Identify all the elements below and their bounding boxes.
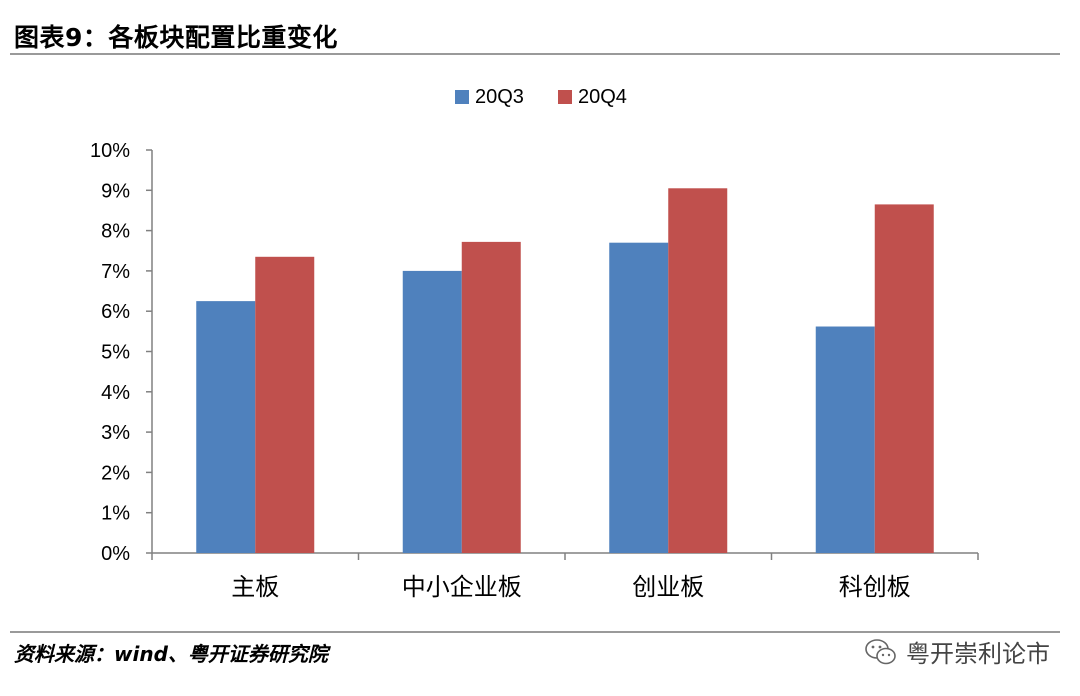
y-tick-label: 4% bbox=[101, 382, 130, 404]
bar-20q4-1 bbox=[461, 241, 521, 553]
y-tick-label: 10% bbox=[90, 140, 130, 162]
legend-swatch-20q3 bbox=[455, 90, 469, 104]
x-axis: 主板 中小企业板 创业板 科创板 bbox=[151, 552, 979, 601]
bar-20q3-0 bbox=[196, 301, 256, 553]
chart-area: 20Q3 20Q4 0% 1% 2% 3% 4% 5% 6% 7% 8% 9% 10% 主板 中小企业板… bbox=[0, 60, 1080, 620]
y-tick-label: 0% bbox=[101, 543, 130, 565]
bar-20q4-3 bbox=[874, 204, 934, 553]
y-tick-label: 7% bbox=[101, 261, 130, 283]
watermark-text: 粤开崇利论市 bbox=[906, 640, 1050, 668]
watermark: 粤开崇利论市 bbox=[864, 634, 1050, 669]
y-tick-label: 3% bbox=[101, 422, 130, 444]
bar-20q4-0 bbox=[255, 256, 315, 553]
bar-20q3-2 bbox=[609, 242, 669, 553]
bar-chart: 20Q3 20Q4 0% 1% 2% 3% 4% 5% 6% 7% 8% 9% 10% 主板 中小企业板… bbox=[90, 86, 979, 601]
wechat-icon bbox=[865, 638, 896, 664]
y-axis: 0% 1% 2% 3% 4% 5% 6% 7% 8% 9% 10% bbox=[90, 140, 153, 565]
y-tick-label: 5% bbox=[101, 342, 130, 364]
legend-swatch-20q4 bbox=[558, 90, 572, 104]
bar-20q4-2 bbox=[668, 188, 728, 553]
y-tick-label: 1% bbox=[101, 503, 130, 525]
legend: 20Q3 20Q4 bbox=[455, 86, 627, 108]
y-tick-label: 2% bbox=[101, 462, 130, 484]
title-divider bbox=[10, 53, 1060, 55]
x-tick-label: 中小企业板 bbox=[402, 573, 522, 601]
x-tick-label: 创业板 bbox=[632, 573, 704, 601]
bar-20q3-1 bbox=[402, 270, 462, 553]
y-tick-label: 6% bbox=[101, 301, 130, 323]
figure-title: 图表9：各板块配置比重变化 bbox=[14, 23, 338, 52]
bar-20q3-3 bbox=[815, 326, 875, 553]
x-tick-label: 科创板 bbox=[839, 573, 911, 601]
legend-label-20q4: 20Q4 bbox=[578, 86, 627, 108]
bars bbox=[196, 188, 934, 553]
source-note: 资料来源：wind、粤开证券研究院 bbox=[14, 642, 328, 666]
y-tick-label: 8% bbox=[101, 221, 130, 243]
legend-label-20q3: 20Q3 bbox=[475, 86, 524, 108]
x-tick-label: 主板 bbox=[231, 573, 279, 601]
y-tick-label: 9% bbox=[101, 180, 130, 202]
source-divider bbox=[10, 631, 1060, 633]
